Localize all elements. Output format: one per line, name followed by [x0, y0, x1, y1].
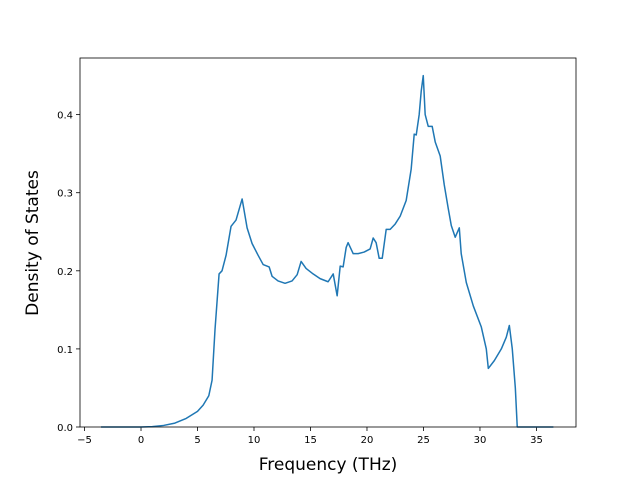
- x-tick-label: 5: [194, 435, 200, 446]
- y-axis-label: Density of States: [23, 170, 43, 316]
- plot-frame: [79, 57, 577, 428]
- x-tick-label: 35: [530, 435, 543, 446]
- y-tick-label: 0.2: [57, 267, 73, 278]
- x-tick-label: 15: [304, 435, 317, 446]
- x-tick-label: 25: [417, 435, 430, 446]
- x-tick-label: 30: [474, 435, 487, 446]
- y-tick-label: 0.0: [57, 423, 73, 434]
- y-tick-label: 0.1: [57, 345, 73, 356]
- data-line: [101, 74, 554, 428]
- x-tick-label: 20: [361, 435, 374, 446]
- y-tick-label: 0.3: [57, 189, 73, 200]
- y-tick-label: 0.4: [57, 111, 73, 122]
- x-axis-label: Frequency (THz): [259, 455, 398, 475]
- x-tick-label: 0: [138, 435, 144, 446]
- x-tick-label: 10: [248, 435, 261, 446]
- x-tick-label: −5: [77, 435, 92, 446]
